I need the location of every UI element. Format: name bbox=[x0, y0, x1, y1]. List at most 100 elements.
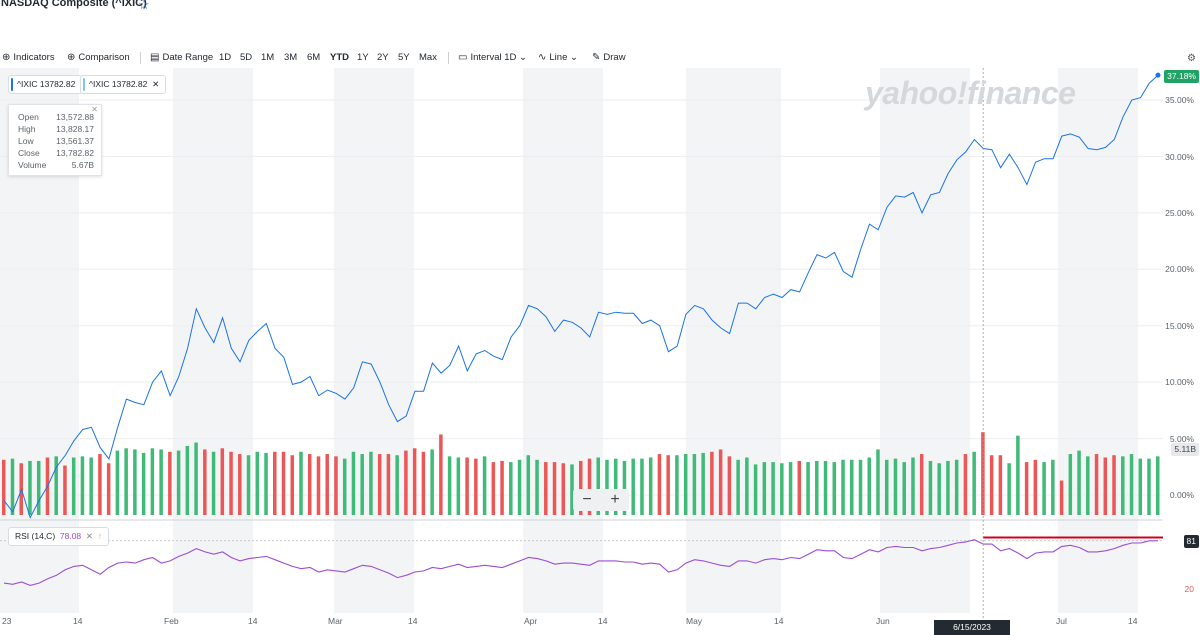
tooltip-row-high: High 13,828.17 bbox=[18, 124, 94, 134]
current-value-flag: 37.18% bbox=[1164, 70, 1199, 83]
volume-bar bbox=[884, 459, 889, 515]
volume-bar bbox=[1059, 480, 1064, 515]
volume-bar bbox=[1129, 454, 1134, 515]
x-tick-label: 14 bbox=[408, 616, 418, 626]
volume-bar bbox=[727, 456, 732, 515]
volume-bar bbox=[806, 462, 810, 515]
volume-bar bbox=[194, 442, 198, 515]
close-icon[interactable]: ✕ bbox=[91, 105, 98, 114]
range-1y[interactable]: 1Y bbox=[357, 52, 369, 63]
range-1d[interactable]: 1D bbox=[219, 52, 232, 63]
volume-bar bbox=[745, 457, 749, 515]
draw-button[interactable]: ✎ Draw bbox=[592, 51, 626, 65]
volume-bar bbox=[788, 462, 793, 515]
chart-type-button[interactable]: ∿ Line ⌄ bbox=[538, 51, 578, 65]
indicators-button[interactable]: ⊕ Indicators bbox=[2, 51, 55, 65]
star-outline-icon[interactable]: ☆ bbox=[138, 0, 150, 12]
volume-bar bbox=[1103, 457, 1108, 515]
volume-bar bbox=[1112, 455, 1116, 515]
range-max[interactable]: Max bbox=[419, 52, 437, 63]
period-band bbox=[686, 68, 781, 613]
price-line bbox=[3, 74, 1159, 519]
rsi-indicator-chip[interactable]: RSI (14,C) 78.08 ✕ ↑ bbox=[8, 527, 110, 546]
y-tick-label: 10.00% bbox=[1165, 377, 1194, 387]
range-6m[interactable]: 6M bbox=[307, 52, 321, 63]
volume-bar bbox=[421, 451, 426, 515]
volume-bar bbox=[342, 458, 347, 515]
range-ytd[interactable]: YTD bbox=[330, 52, 349, 63]
volume-bar bbox=[395, 455, 399, 515]
range-5d[interactable]: 5D bbox=[240, 52, 253, 63]
volume-bar bbox=[439, 434, 443, 515]
volume-bar bbox=[771, 462, 775, 515]
tooltip-value: 5.67B bbox=[71, 160, 94, 170]
plus-circle-icon: ⊕ bbox=[67, 52, 76, 63]
volume-bar bbox=[106, 463, 111, 515]
volume-bar bbox=[1138, 458, 1143, 515]
range-3m[interactable]: 3M bbox=[284, 52, 298, 63]
series-color-swatch bbox=[11, 78, 13, 91]
tooltip-label: Open bbox=[18, 112, 39, 122]
zoom-in-button[interactable]: + bbox=[610, 491, 620, 508]
x-tick-label: May bbox=[686, 616, 703, 626]
symbol-chip[interactable]: ^IXIC 13782.82 bbox=[8, 75, 83, 94]
volume-bar bbox=[456, 457, 461, 515]
volume-bar bbox=[63, 465, 67, 515]
x-tick-label: 23 bbox=[2, 616, 12, 626]
volume-bar bbox=[465, 457, 469, 515]
volume-bar bbox=[1033, 459, 1038, 515]
draw-label: Draw bbox=[603, 52, 626, 63]
close-icon[interactable]: ✕ bbox=[152, 79, 160, 89]
volume-bar bbox=[517, 459, 522, 515]
arrow-up-icon[interactable]: ↑ bbox=[97, 531, 103, 541]
volume-bar bbox=[552, 462, 557, 515]
comparison-button[interactable]: ⊕ Comparison bbox=[67, 51, 130, 65]
x-tick-label: Jun bbox=[876, 616, 890, 626]
gear-icon[interactable]: ⚙ bbox=[1187, 53, 1196, 64]
volume-bar bbox=[579, 460, 583, 515]
range-5y[interactable]: 5Y bbox=[398, 52, 410, 63]
comparison-chip[interactable]: ^IXIC 13782.82 ✕ bbox=[80, 75, 167, 94]
volume-bar bbox=[334, 456, 338, 515]
close-icon[interactable]: ✕ bbox=[85, 531, 94, 541]
rsi-value: 78.08 bbox=[59, 531, 82, 541]
range-2y[interactable]: 2Y bbox=[377, 52, 389, 63]
interval-button[interactable]: ▭ Interval 1D ⌄ bbox=[458, 51, 527, 65]
volume-bar bbox=[902, 462, 906, 515]
volume-bar bbox=[1068, 454, 1073, 515]
volume-bar bbox=[290, 455, 294, 515]
x-tick-label: 14 bbox=[1128, 616, 1138, 626]
tooltip-value: 13,782.82 bbox=[56, 148, 94, 158]
tooltip-row-open: Open 13,572.88 bbox=[18, 112, 94, 122]
zoom-out-button[interactable]: − bbox=[582, 491, 592, 508]
rsi-flag: 81 bbox=[1183, 535, 1199, 548]
volume-bar bbox=[386, 454, 391, 515]
volume-bar bbox=[640, 458, 644, 515]
volume-bar bbox=[150, 448, 155, 515]
volume-bar bbox=[736, 459, 740, 515]
rsi-name: RSI (14,C) bbox=[15, 531, 56, 541]
tooltip-value: 13,561.37 bbox=[56, 136, 94, 146]
volume-bar bbox=[54, 456, 58, 515]
volume-bar bbox=[316, 456, 321, 515]
volume-bar bbox=[657, 454, 662, 515]
date-range-button[interactable]: ▤ Date Range bbox=[150, 51, 213, 65]
period-band bbox=[1058, 68, 1138, 613]
volume-bar bbox=[229, 451, 233, 515]
tooltip-label: Low bbox=[18, 136, 34, 146]
volume-bar bbox=[1042, 462, 1046, 515]
range-1m[interactable]: 1M bbox=[261, 52, 275, 63]
volume-bar bbox=[80, 456, 85, 515]
volume-bar bbox=[919, 454, 924, 515]
volume-bar bbox=[867, 457, 871, 515]
calendar-icon: ▤ bbox=[150, 52, 160, 63]
volume-bar bbox=[1077, 450, 1081, 515]
chart-canvas[interactable] bbox=[0, 68, 1200, 635]
chart-type-label: Line bbox=[549, 52, 568, 63]
tooltip-row-close: Close 13,782.82 bbox=[18, 148, 94, 158]
volume-bar bbox=[526, 455, 531, 515]
volume-bar bbox=[683, 454, 688, 515]
volume-bar bbox=[36, 460, 41, 515]
volume-bar bbox=[989, 455, 994, 515]
volume-bar bbox=[1094, 454, 1099, 515]
